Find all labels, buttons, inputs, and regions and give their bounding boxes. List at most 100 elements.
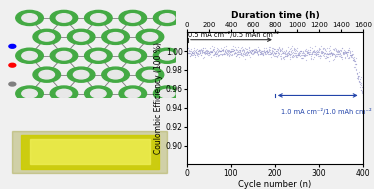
- Point: [301, 54, 307, 57]
- Point: [309, 52, 315, 55]
- Point: [192, 55, 198, 58]
- Point: [322, 56, 328, 59]
- Circle shape: [22, 89, 37, 98]
- Point: [229, 48, 234, 51]
- Point: [201, 55, 207, 58]
- Point: [258, 52, 264, 55]
- Point: [287, 52, 293, 55]
- Point: [250, 52, 256, 55]
- Point: [298, 49, 304, 52]
- Circle shape: [9, 63, 16, 67]
- Point: [358, 89, 364, 92]
- Circle shape: [73, 70, 89, 79]
- Point: [322, 52, 328, 55]
- Point: [225, 53, 231, 56]
- Point: [300, 50, 306, 53]
- Point: [354, 72, 360, 75]
- Point: [285, 51, 291, 54]
- Point: [307, 52, 313, 55]
- Point: [283, 54, 289, 57]
- Point: [346, 47, 352, 50]
- Point: [212, 54, 218, 57]
- Point: [248, 51, 254, 54]
- Point: [238, 52, 244, 55]
- Point: [192, 50, 198, 53]
- Point: [216, 54, 222, 57]
- Point: [333, 49, 339, 52]
- Point: [194, 52, 200, 55]
- Point: [303, 54, 309, 57]
- Point: [292, 54, 298, 57]
- Point: [241, 53, 247, 56]
- Point: [312, 51, 318, 54]
- Point: [217, 50, 223, 53]
- Point: [344, 50, 350, 53]
- Point: [332, 55, 338, 58]
- Point: [226, 52, 232, 55]
- Point: [223, 51, 229, 54]
- Point: [278, 57, 284, 60]
- Point: [213, 49, 219, 52]
- Point: [237, 53, 243, 56]
- Point: [208, 50, 214, 53]
- Point: [341, 52, 347, 55]
- Point: [226, 53, 232, 57]
- Point: [299, 57, 305, 60]
- Point: [267, 48, 273, 51]
- Point: [319, 50, 325, 53]
- Point: [269, 50, 275, 53]
- Circle shape: [159, 89, 175, 98]
- Circle shape: [85, 86, 112, 101]
- Point: [338, 50, 344, 53]
- Point: [291, 47, 297, 50]
- Circle shape: [50, 10, 78, 26]
- Point: [271, 52, 277, 55]
- Point: [243, 54, 249, 57]
- Point: [270, 54, 276, 57]
- Point: [355, 77, 361, 80]
- Point: [343, 51, 349, 54]
- Point: [230, 49, 236, 52]
- Point: [250, 49, 256, 52]
- Point: [309, 51, 315, 54]
- Point: [196, 51, 202, 54]
- Point: [224, 49, 230, 52]
- Point: [270, 46, 276, 49]
- Point: [235, 52, 241, 55]
- Point: [207, 46, 213, 49]
- Point: [294, 49, 300, 52]
- Point: [200, 49, 206, 52]
- Point: [336, 50, 342, 53]
- Circle shape: [108, 70, 123, 79]
- Point: [344, 56, 350, 59]
- Point: [280, 51, 286, 54]
- Point: [225, 49, 231, 52]
- Point: [188, 51, 194, 54]
- Point: [193, 50, 199, 53]
- Point: [308, 54, 314, 57]
- Circle shape: [73, 33, 89, 41]
- Point: [357, 85, 363, 88]
- Point: [187, 55, 193, 58]
- Point: [349, 56, 355, 59]
- Point: [282, 53, 288, 56]
- Point: [259, 50, 265, 53]
- Point: [239, 48, 245, 51]
- Point: [341, 51, 347, 54]
- Point: [313, 49, 319, 52]
- Point: [283, 53, 289, 56]
- Point: [299, 53, 305, 57]
- Point: [218, 52, 224, 55]
- Point: [291, 51, 297, 54]
- Circle shape: [16, 10, 43, 26]
- Point: [284, 53, 290, 56]
- Point: [334, 53, 340, 56]
- Point: [193, 50, 199, 53]
- Circle shape: [9, 82, 16, 86]
- Point: [356, 80, 362, 83]
- Point: [310, 56, 316, 59]
- Point: [235, 50, 241, 53]
- Circle shape: [67, 67, 95, 82]
- Point: [200, 50, 206, 53]
- Point: [264, 51, 270, 54]
